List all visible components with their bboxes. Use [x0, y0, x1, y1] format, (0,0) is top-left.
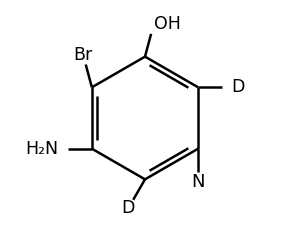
Text: Br: Br — [74, 46, 93, 64]
Text: OH: OH — [154, 15, 181, 33]
Text: D: D — [232, 78, 245, 96]
Text: D: D — [122, 199, 135, 217]
Text: N: N — [191, 173, 205, 191]
Text: H₂N: H₂N — [25, 140, 58, 158]
